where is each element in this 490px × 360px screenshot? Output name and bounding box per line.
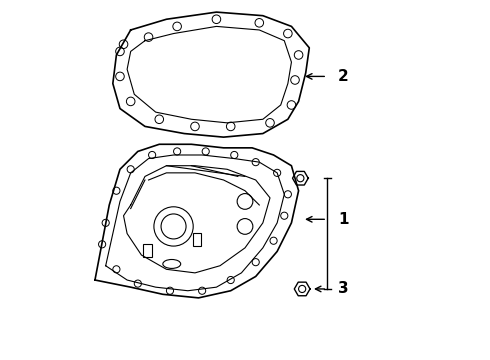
Text: 1: 1	[338, 212, 348, 227]
Text: 2: 2	[338, 69, 348, 84]
Text: 3: 3	[338, 282, 348, 296]
Bar	[193, 233, 201, 246]
Bar	[143, 244, 152, 257]
